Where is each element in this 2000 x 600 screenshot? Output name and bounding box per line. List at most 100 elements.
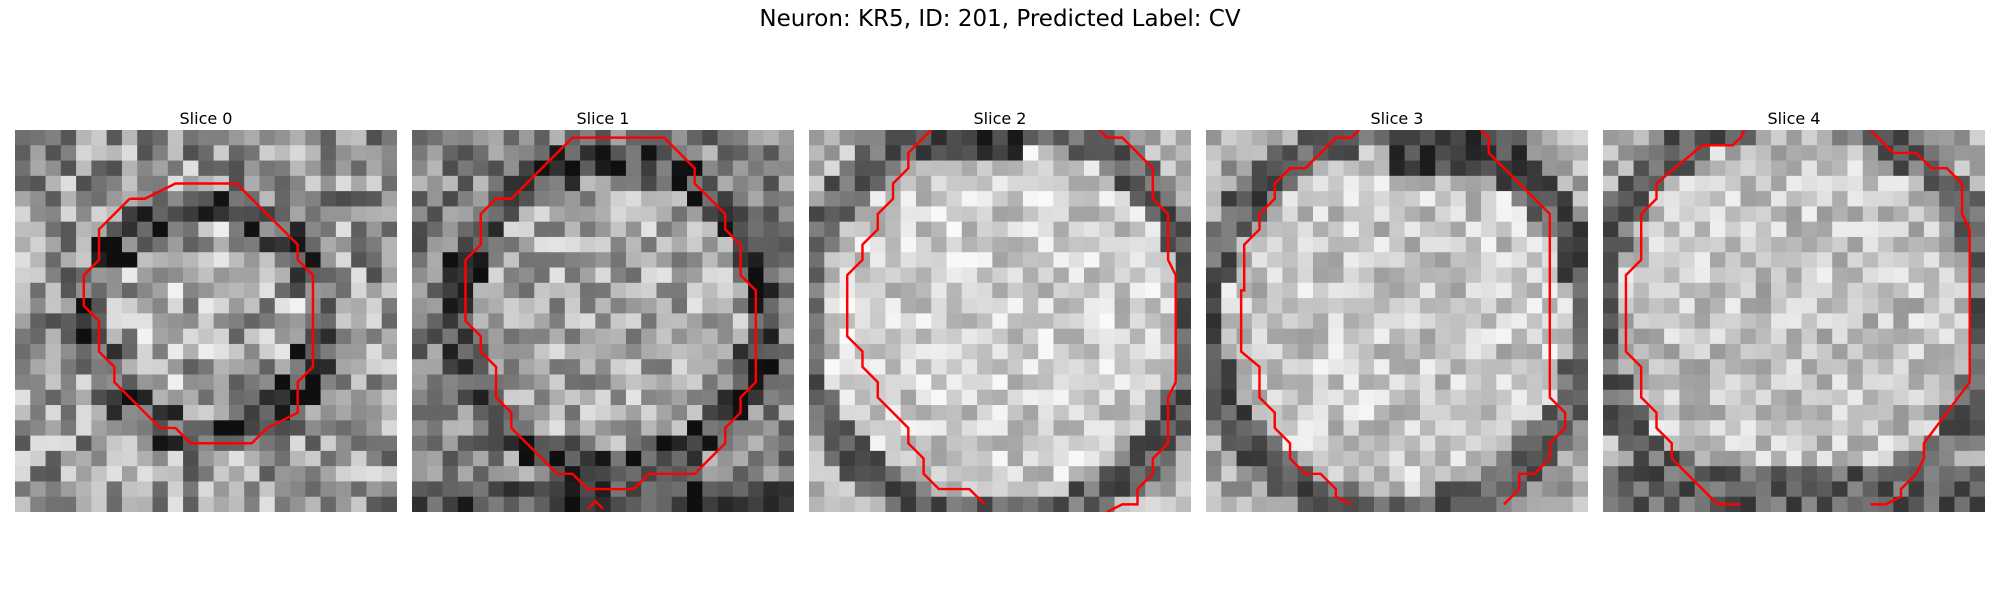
pixel: [60, 191, 77, 207]
pixel: [1389, 374, 1405, 391]
pixel: [1374, 496, 1390, 512]
pixel: [1465, 130, 1482, 146]
pixel: [1496, 221, 1512, 238]
pixel: [228, 313, 245, 329]
pixel: [870, 298, 886, 314]
pixel: [580, 313, 596, 329]
pixel: [259, 160, 276, 177]
pixel: [748, 389, 764, 406]
pixel: [961, 191, 978, 207]
pixel: [1847, 282, 1864, 299]
pixel: [1694, 206, 1711, 222]
pixel: [854, 435, 871, 452]
pixel: [15, 206, 31, 222]
pixel: [885, 206, 901, 222]
pixel: [1496, 145, 1512, 161]
pixel: [702, 267, 718, 284]
pixel: [381, 252, 397, 268]
pixel: [610, 267, 627, 284]
pixel: [1969, 221, 1985, 238]
pixel: [274, 282, 291, 299]
pixel: [610, 328, 627, 345]
pixel: [305, 481, 321, 498]
pixel: [1038, 343, 1054, 360]
pixel: [1450, 282, 1467, 299]
pixel: [198, 496, 214, 512]
pixel: [1526, 496, 1543, 512]
pixel: [198, 252, 214, 268]
pixel: [702, 359, 718, 375]
pixel: [1694, 450, 1711, 467]
pixel: [427, 496, 443, 512]
pixel: [183, 359, 199, 375]
pixel: [106, 191, 123, 207]
pixel: [1358, 298, 1375, 314]
pixel: [931, 191, 947, 207]
pixel: [1847, 420, 1864, 436]
pixel: [824, 191, 840, 207]
pixel: [76, 221, 92, 238]
pixel: [1022, 236, 1039, 253]
pixel: [1939, 496, 1955, 512]
pixel: [167, 236, 184, 253]
pixel: [518, 145, 535, 161]
pixel: [1908, 221, 1925, 238]
pixel: [503, 328, 520, 345]
pixel: [809, 282, 825, 299]
pixel: [1801, 359, 1818, 375]
pixel: [809, 466, 825, 482]
pixel: [259, 374, 276, 391]
pixel: [656, 481, 673, 498]
pixel: [1542, 145, 1558, 161]
pixel: [1267, 236, 1283, 253]
pixel: [1786, 298, 1802, 314]
pixel: [1740, 328, 1757, 345]
pixel: [1282, 175, 1298, 192]
pixel: [1221, 191, 1237, 207]
pixel: [1939, 328, 1955, 345]
pixel: [977, 435, 993, 452]
pixel: [1099, 221, 1115, 238]
pixel: [1450, 252, 1467, 268]
pixel: [1526, 206, 1543, 222]
pixel: [977, 267, 993, 284]
pixel: [427, 481, 443, 498]
pixel: [1969, 343, 1985, 360]
pixel: [152, 481, 169, 498]
pixel: [625, 343, 642, 360]
pixel: [198, 221, 214, 238]
pixel: [442, 160, 459, 177]
pixel: [1389, 343, 1405, 360]
pixel: [931, 298, 947, 314]
pixel: [488, 160, 504, 177]
pixel: [30, 496, 46, 512]
pixel: [1496, 405, 1512, 421]
pixel: [503, 343, 520, 360]
pixel: [442, 450, 459, 467]
pixel: [778, 343, 794, 360]
pixel: [1435, 130, 1451, 146]
pixel: [1664, 130, 1680, 146]
pixel: [427, 328, 443, 345]
pixel: [1542, 130, 1558, 146]
pixel: [1251, 450, 1268, 467]
contour-tick-1: [586, 499, 604, 510]
pixel: [1740, 191, 1757, 207]
pixel: [228, 221, 245, 238]
pixel: [183, 343, 199, 360]
pixel: [580, 435, 596, 452]
pixel: [228, 145, 245, 161]
pixel: [366, 343, 383, 360]
pixel: [1603, 236, 1619, 253]
pixel: [1923, 496, 1940, 512]
pixel: [549, 313, 566, 329]
pixel: [152, 221, 169, 238]
pixel: [763, 313, 780, 329]
pixel: [1801, 496, 1818, 512]
pixel: [687, 267, 703, 284]
pixel: [534, 481, 550, 498]
pixel: [1740, 267, 1757, 284]
pixel: [1862, 374, 1879, 391]
pixel: [1801, 389, 1818, 406]
pixel: [1251, 145, 1268, 161]
